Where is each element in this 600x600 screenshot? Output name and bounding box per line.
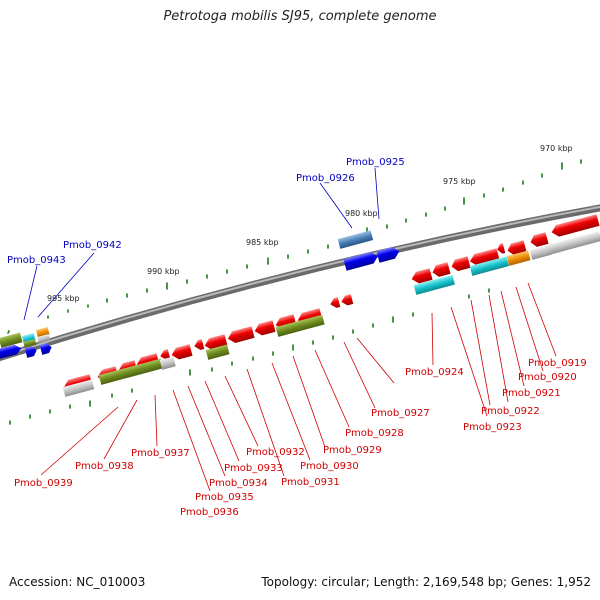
gene-labels-upper: Pmob_0925 Pmob_0926 Pmob_0942 Pmob_0943	[7, 157, 405, 266]
outer-scale-ticks	[7, 159, 582, 334]
gene-arrow[interactable]	[340, 294, 354, 307]
gene-label[interactable]: Pmob_0922	[481, 406, 540, 417]
cog-box[interactable]	[98, 358, 164, 385]
kbp-label: 990 kbp	[147, 267, 180, 276]
gene-arrow[interactable]	[0, 343, 22, 359]
kbp-label: 985 kbp	[246, 238, 279, 247]
gene-label[interactable]: Pmob_0933	[224, 463, 283, 474]
gene-arrow[interactable]	[39, 342, 53, 355]
cog-box[interactable]	[337, 230, 374, 249]
gene-arrow[interactable]	[226, 326, 255, 344]
kbp-label: 970 kbp	[540, 144, 573, 153]
cog-box[interactable]	[62, 379, 95, 397]
gene-label[interactable]: Pmob_0937	[131, 448, 190, 459]
gene-arrow[interactable]	[376, 246, 400, 263]
gene-label[interactable]: Pmob_0930	[300, 461, 359, 472]
gene-labels-lower: Pmob_0919 Pmob_0920 Pmob_0921 Pmob_0922 …	[14, 358, 587, 518]
cog-box[interactable]	[37, 333, 51, 343]
genome-backbone	[0, 204, 600, 362]
gene-arrow[interactable]	[431, 262, 451, 278]
cog-box[interactable]	[546, 231, 600, 255]
gene-arrow[interactable]	[343, 250, 379, 271]
gene-arrow[interactable]	[506, 240, 527, 256]
gene-label[interactable]: Pmob_0921	[502, 388, 561, 399]
gene-label[interactable]: Pmob_0925	[346, 157, 405, 168]
gene-arrow[interactable]	[329, 297, 341, 309]
kbp-label: 995 kbp	[47, 294, 80, 303]
gene-label[interactable]: Pmob_0924	[405, 367, 464, 378]
cog-box[interactable]	[413, 274, 455, 295]
gene-label[interactable]: Pmob_0935	[195, 492, 254, 503]
topology-text: Topology: circular; Length: 2,169,548 bp…	[261, 575, 591, 589]
cog-box[interactable]	[469, 256, 509, 276]
cog-box[interactable]	[0, 332, 23, 348]
gene-arrow[interactable]	[159, 349, 171, 361]
gene-label[interactable]: Pmob_0931	[281, 477, 340, 488]
gene-label[interactable]: Pmob_0936	[180, 507, 239, 518]
gene-arrow[interactable]	[450, 256, 471, 272]
gene-label[interactable]: Pmob_0943	[7, 255, 66, 266]
gene-arrow[interactable]	[550, 214, 600, 238]
gene-label[interactable]: Pmob_0934	[209, 478, 268, 489]
gene-label[interactable]: Pmob_0929	[323, 445, 382, 456]
kbp-label: 980 kbp	[345, 209, 378, 218]
lower-strand-genes	[62, 214, 600, 397]
gene-label[interactable]: Pmob_0920	[518, 372, 577, 383]
gene-arrow[interactable]	[410, 268, 433, 285]
gene-label[interactable]: Pmob_0923	[463, 422, 522, 433]
gene-arrow[interactable]	[496, 243, 506, 254]
gene-arrow[interactable]	[529, 232, 549, 248]
gene-label[interactable]: Pmob_0932	[246, 447, 305, 458]
inner-scale-ticks	[9, 288, 490, 425]
upper-strand-genes	[0, 230, 400, 359]
gene-label[interactable]: Pmob_0939	[14, 478, 73, 489]
label-leaders	[40, 282, 557, 492]
accession-text: Accession: NC_010003	[9, 575, 146, 589]
kbp-label: 975 kbp	[443, 177, 476, 186]
gene-arrow[interactable]	[193, 339, 205, 351]
cog-box[interactable]	[205, 344, 230, 360]
label-leaders-blue	[23, 167, 380, 321]
cog-box[interactable]	[506, 250, 531, 266]
gene-arrow[interactable]	[24, 345, 38, 358]
cog-box[interactable]	[275, 314, 325, 337]
gene-label[interactable]: Pmob_0927	[371, 408, 430, 419]
gene-label[interactable]: Pmob_0938	[75, 461, 134, 472]
gene-label[interactable]: Pmob_0926	[296, 173, 355, 184]
cog-box[interactable]	[23, 338, 37, 348]
cog-box[interactable]	[159, 356, 176, 370]
gene-arrow[interactable]	[253, 320, 276, 337]
gene-label[interactable]: Pmob_0928	[345, 428, 404, 439]
gene-label[interactable]: Pmob_0942	[63, 240, 122, 251]
map-title: Petrotoga mobilis SJ95, complete genome	[163, 9, 437, 24]
gene-arrow[interactable]	[170, 344, 193, 361]
gene-label[interactable]: Pmob_0919	[528, 358, 587, 369]
